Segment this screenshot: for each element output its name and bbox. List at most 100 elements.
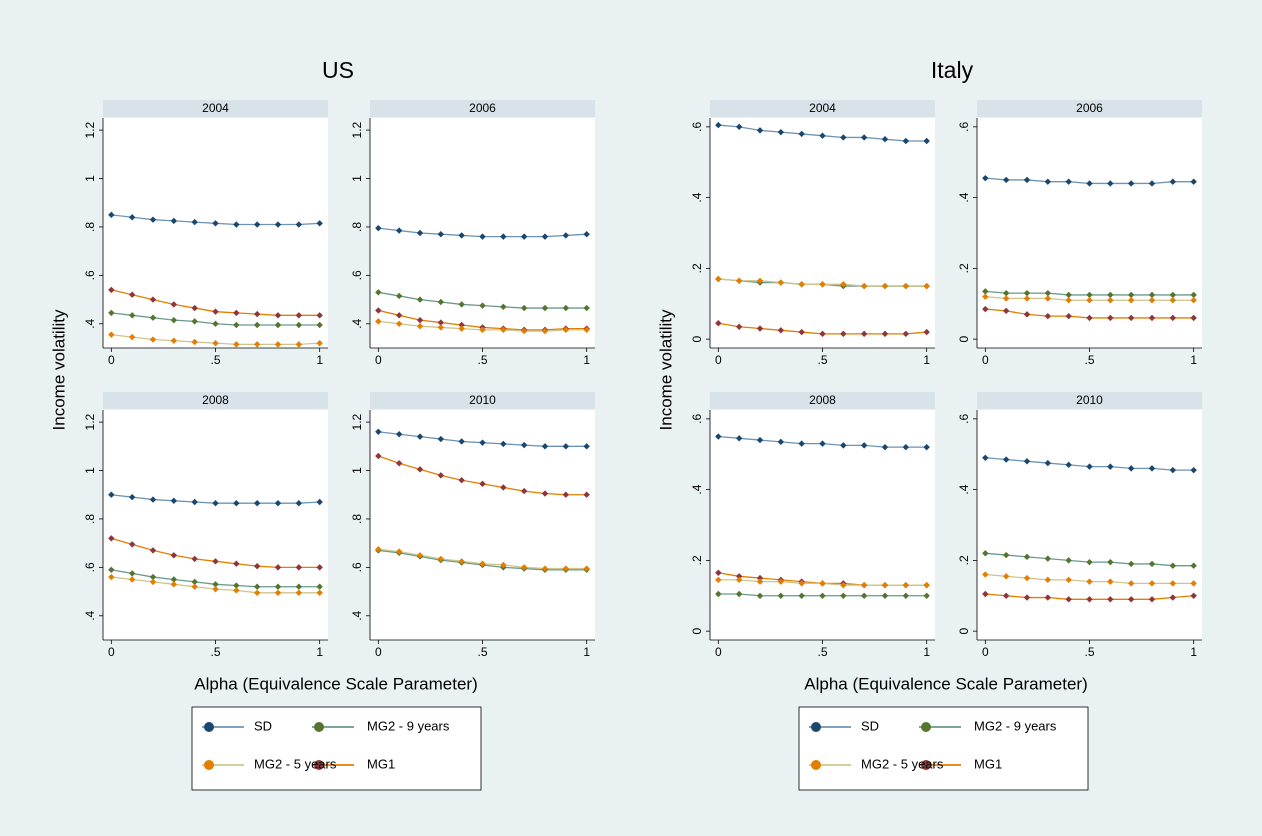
data-point <box>316 321 323 329</box>
data-point <box>1086 291 1093 299</box>
data-point <box>1086 180 1093 187</box>
data-point <box>1023 594 1031 601</box>
x-tick-label: 1 <box>923 353 930 367</box>
data-point <box>1127 580 1135 587</box>
data-point <box>840 134 847 141</box>
data-point <box>923 282 930 290</box>
data-point <box>777 128 785 136</box>
y-tick-label: .6 <box>83 562 97 572</box>
panel-strip <box>103 392 328 409</box>
data-point <box>375 289 382 296</box>
x-tick-label: 0 <box>108 645 115 659</box>
data-point <box>902 137 910 145</box>
data-point <box>1086 463 1093 470</box>
panel-title: 2004 <box>809 101 836 115</box>
data-point <box>1065 297 1072 304</box>
data-point <box>1169 291 1177 299</box>
data-point <box>500 303 507 311</box>
data-point <box>375 307 382 314</box>
y-tick-label: .6 <box>690 122 704 132</box>
data-point <box>756 127 764 134</box>
y-tick-label: 1.2 <box>350 121 364 138</box>
data-point <box>233 221 240 228</box>
x-tick-label: .5 <box>210 645 220 659</box>
data-point <box>1127 465 1135 472</box>
data-point <box>583 231 590 238</box>
data-point <box>295 341 303 348</box>
data-point <box>562 326 570 334</box>
data-point <box>1044 178 1052 185</box>
data-point <box>1002 456 1010 463</box>
legend-label: MG2 - 9 years <box>974 718 1057 733</box>
data-point <box>715 433 722 440</box>
data-point <box>1190 314 1197 322</box>
data-point <box>583 326 590 334</box>
data-point <box>1065 461 1072 469</box>
data-point <box>902 330 910 338</box>
data-point <box>1065 312 1072 320</box>
data-point <box>128 541 136 548</box>
data-point <box>1002 551 1010 559</box>
y-tick-label: 1 <box>350 175 364 182</box>
y-tick-label: .8 <box>350 222 364 232</box>
panel-title: 2010 <box>469 393 496 407</box>
data-point <box>500 440 507 448</box>
y-tick-label: .8 <box>83 222 97 232</box>
data-point <box>1148 314 1156 322</box>
data-point <box>1044 459 1052 467</box>
data-point <box>735 590 743 598</box>
group-title: US <box>322 57 354 83</box>
x-tick-label: .5 <box>1084 353 1094 367</box>
x-tick-label: 1 <box>923 645 930 659</box>
data-point <box>777 327 785 334</box>
data-point <box>253 562 261 570</box>
data-point <box>274 312 282 319</box>
x-tick-label: 1 <box>1190 645 1197 659</box>
data-point <box>253 221 261 228</box>
data-point <box>520 441 528 449</box>
data-point <box>840 330 847 338</box>
data-point <box>902 592 910 599</box>
x-tick-label: 1 <box>316 645 323 659</box>
data-point <box>233 321 240 329</box>
data-point <box>108 566 115 573</box>
data-point <box>840 281 847 288</box>
data-point <box>562 232 570 239</box>
data-point <box>562 565 570 572</box>
data-point <box>1023 176 1031 184</box>
x-axis-label: Alpha (Equivalence Scale Parameter) <box>804 674 1087 693</box>
plot-area <box>710 410 935 640</box>
data-point <box>982 550 989 557</box>
data-point <box>458 477 465 484</box>
data-point <box>437 472 445 479</box>
data-point <box>253 341 261 348</box>
data-point <box>416 229 424 237</box>
data-point <box>274 500 282 507</box>
panel-title: 2008 <box>809 393 836 407</box>
plot-area <box>710 118 935 348</box>
x-tick-label: .5 <box>210 353 220 367</box>
data-point <box>233 582 240 589</box>
y-tick-label: .6 <box>957 122 971 132</box>
data-point <box>395 460 403 467</box>
panel-strip <box>710 392 935 409</box>
data-point <box>756 277 764 284</box>
data-point <box>212 581 219 588</box>
y-tick-label: 1 <box>350 467 364 474</box>
data-point <box>274 564 282 571</box>
data-point <box>170 217 178 225</box>
data-point <box>541 490 549 497</box>
data-point <box>416 296 424 303</box>
data-point <box>375 452 382 460</box>
data-point <box>860 282 868 290</box>
x-tick-label: 0 <box>108 353 115 367</box>
data-point <box>375 224 382 232</box>
panel-strip <box>370 100 595 117</box>
data-point <box>375 318 382 325</box>
data-point <box>149 573 157 581</box>
x-tick-label: 1 <box>583 645 590 659</box>
data-point <box>881 592 889 599</box>
y-axis-label: Income volatility <box>49 309 68 430</box>
data-point <box>1107 314 1114 322</box>
data-point <box>982 305 989 313</box>
